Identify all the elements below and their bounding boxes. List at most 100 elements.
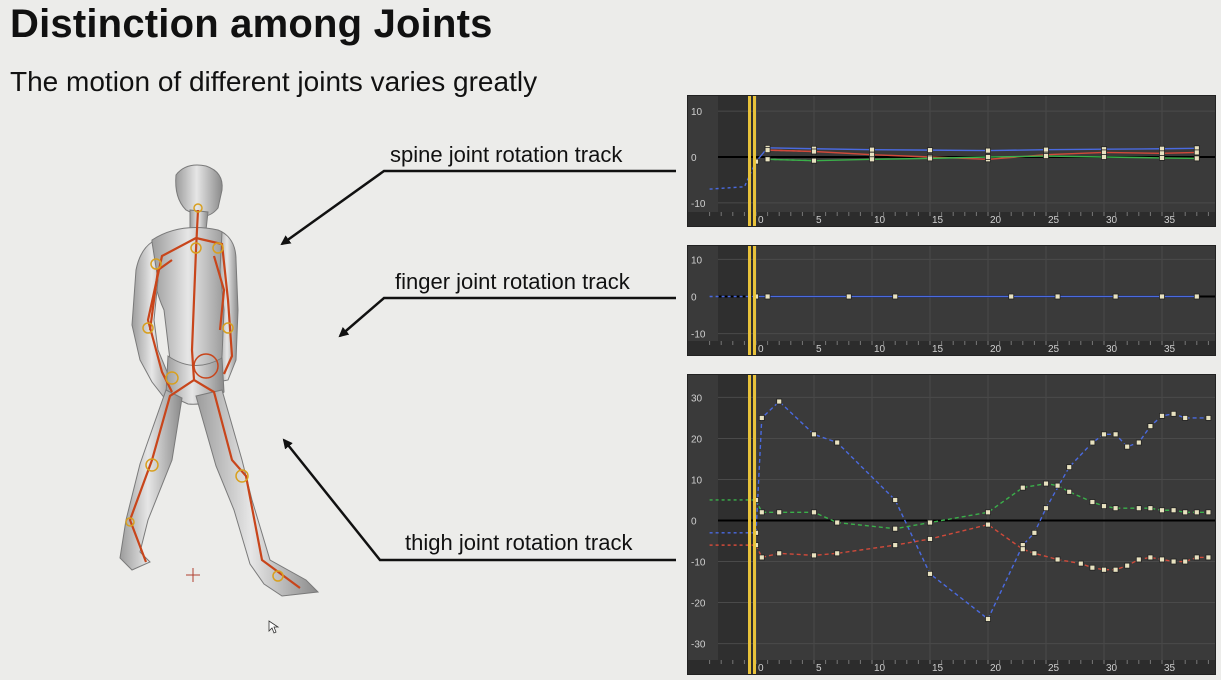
keyframe-handle[interactable] [758, 509, 765, 516]
time-cursor[interactable] [748, 375, 751, 674]
keyframe-handle[interactable] [1008, 293, 1015, 300]
keyframe-handle[interactable] [1124, 562, 1131, 569]
keyframe-handle[interactable] [776, 550, 783, 557]
keyframe-handle[interactable] [1147, 505, 1154, 512]
time-cursor[interactable] [748, 96, 751, 226]
keyframe-handle[interactable] [985, 154, 991, 160]
keyframe-handle[interactable] [1054, 482, 1061, 489]
keyframe-handle[interactable] [1124, 443, 1131, 450]
keyframe-handle[interactable] [869, 146, 875, 153]
keyframe-handle[interactable] [1019, 546, 1026, 553]
keyframe-handle[interactable] [892, 542, 899, 549]
keyframe-handle[interactable] [1170, 410, 1177, 417]
keyframe-handle[interactable] [1193, 509, 1200, 516]
keyframe-handle[interactable] [1159, 556, 1165, 563]
keyframe-handle[interactable] [1205, 415, 1212, 421]
keyframe-handle[interactable] [811, 148, 817, 155]
keyframe-handle[interactable] [811, 552, 817, 559]
keyframe-handle[interactable] [1089, 499, 1096, 505]
keyframe-handle[interactable] [985, 616, 991, 622]
keyframe-handle[interactable] [1170, 558, 1177, 565]
keyframe-handle[interactable] [1043, 146, 1049, 153]
keyframe-handle[interactable] [1077, 560, 1084, 567]
keyframe-handle[interactable] [1159, 155, 1165, 161]
keyframe-handle[interactable] [811, 157, 817, 164]
time-cursor[interactable] [753, 246, 756, 355]
time-cursor[interactable] [748, 246, 751, 355]
keyframe-handle[interactable] [811, 431, 817, 438]
keyframe-handle[interactable] [764, 147, 771, 154]
keyframe-handle[interactable] [1135, 439, 1142, 446]
keyframe-handle[interactable] [1182, 509, 1189, 516]
keyframe-handle[interactable] [1043, 153, 1049, 159]
keyframe-handle[interactable] [1182, 558, 1189, 565]
keyframe-handle[interactable] [1089, 564, 1096, 571]
thigh-rotation-graph[interactable]: 30 20 10 0 -10 -20 -30 0 5 10 15 20 25 30 35 [687, 374, 1216, 675]
x-tick-label: 10 [874, 215, 886, 226]
keyframe-handle[interactable] [927, 147, 933, 154]
keyframe-handle[interactable] [985, 147, 991, 154]
keyframe-handle[interactable] [985, 521, 991, 528]
spine-rotation-graph[interactable]: 10 0 -10 0 5 10 15 20 25 30 35 [687, 95, 1216, 227]
keyframe-handle[interactable] [1054, 556, 1061, 563]
keyframe-handle[interactable] [1135, 556, 1142, 563]
keyframe-handle[interactable] [1066, 488, 1073, 495]
keyframe-handle[interactable] [1193, 149, 1200, 156]
time-cursor[interactable] [753, 375, 756, 674]
keyframe-handle[interactable] [1170, 507, 1177, 514]
keyframe-handle[interactable] [834, 439, 841, 446]
keyframe-handle[interactable] [869, 156, 875, 163]
keyframe-handle[interactable] [1193, 293, 1200, 300]
keyframe-handle[interactable] [927, 536, 933, 542]
keyframe-handle[interactable] [811, 509, 817, 516]
y-tick-label: -20 [691, 599, 706, 610]
keyframe-handle[interactable] [845, 293, 852, 300]
time-cursor[interactable] [753, 96, 756, 226]
keyframe-handle[interactable] [764, 293, 771, 300]
keyframe-handle[interactable] [1054, 293, 1061, 300]
keyframe-handle[interactable] [1112, 566, 1119, 573]
keyframe-handle[interactable] [1031, 550, 1038, 557]
finger-rotation-graph[interactable]: 10 0 -10 0 5 10 15 20 25 30 35 [687, 245, 1216, 356]
keyframe-handle[interactable] [1193, 155, 1200, 162]
keyframe-handle[interactable] [1112, 431, 1119, 438]
keyframe-handle[interactable] [892, 293, 899, 300]
keyframe-handle[interactable] [1159, 507, 1165, 514]
keyframe-handle[interactable] [1089, 439, 1096, 446]
keyframe-handle[interactable] [985, 509, 991, 516]
keyframe-handle[interactable] [764, 156, 771, 163]
keyframe-handle[interactable] [1066, 464, 1073, 471]
keyframe-handle[interactable] [1159, 412, 1165, 419]
keyframe-handle[interactable] [1101, 154, 1107, 160]
keyframe-handle[interactable] [927, 519, 933, 526]
keyframe-handle[interactable] [776, 509, 783, 516]
keyframe-handle[interactable] [892, 497, 899, 503]
keyframe-handle[interactable] [892, 525, 899, 532]
keyframe-handle[interactable] [1043, 480, 1049, 487]
keyframe-handle[interactable] [1182, 415, 1189, 421]
character-skeleton-figure [119, 164, 320, 597]
keyframe-handle[interactable] [1147, 423, 1154, 430]
x-tick-label: 0 [758, 344, 764, 355]
keyframe-handle[interactable] [1205, 509, 1212, 516]
keyframe-handle[interactable] [1101, 503, 1107, 510]
keyframe-handle[interactable] [1019, 484, 1026, 491]
keyframe-handle[interactable] [1101, 566, 1107, 573]
keyframe-handle[interactable] [834, 519, 841, 526]
keyframe-handle[interactable] [1112, 293, 1119, 300]
keyframe-handle[interactable] [834, 550, 841, 557]
keyframe-handle[interactable] [1043, 505, 1049, 512]
keyframe-handle[interactable] [758, 415, 765, 421]
keyframe-handle[interactable] [1112, 505, 1119, 512]
keyframe-handle[interactable] [1147, 554, 1154, 561]
keyframe-handle[interactable] [927, 155, 933, 162]
keyframe-handle[interactable] [758, 554, 765, 561]
keyframe-handle[interactable] [1031, 529, 1038, 536]
keyframe-handle[interactable] [1159, 293, 1165, 300]
keyframe-handle[interactable] [1193, 554, 1200, 561]
keyframe-handle[interactable] [1101, 431, 1107, 438]
keyframe-handle[interactable] [776, 398, 783, 405]
keyframe-handle[interactable] [927, 570, 933, 577]
keyframe-handle[interactable] [1135, 505, 1142, 512]
keyframe-handle[interactable] [1205, 554, 1212, 561]
